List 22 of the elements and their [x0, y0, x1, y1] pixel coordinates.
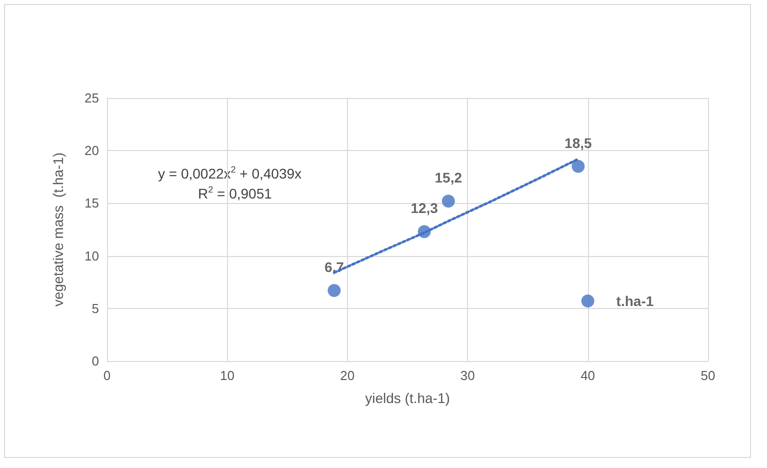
y-axis-title: vegetative mass (t.ha-1)	[50, 152, 66, 307]
y-tick-label: 20	[84, 143, 99, 158]
x-tick-label: 10	[220, 368, 234, 383]
data-label: 15,2	[434, 170, 462, 186]
x-tick-label: 40	[580, 368, 596, 383]
x-tick-label: 20	[340, 368, 355, 383]
point	[442, 194, 455, 208]
x-tick-label: 50	[700, 368, 716, 383]
x-tick-label: 30	[460, 368, 475, 383]
point	[581, 294, 594, 308]
y-tick-label: 15	[84, 196, 99, 211]
x-tick-label: 0	[103, 368, 111, 383]
data-label: 18,5	[564, 134, 592, 151]
data-label: 12,3	[410, 200, 438, 216]
data-label: t.ha-1	[616, 293, 654, 310]
y-tick-label: 5	[92, 300, 99, 316]
y-tick-label: 0	[92, 354, 99, 368]
point	[328, 284, 341, 298]
point	[572, 160, 585, 173]
y-tick-label: 10	[84, 248, 99, 264]
x-axis-title: yields (t.ha-1)	[365, 390, 450, 406]
y-tick-label: 25	[84, 90, 99, 106]
